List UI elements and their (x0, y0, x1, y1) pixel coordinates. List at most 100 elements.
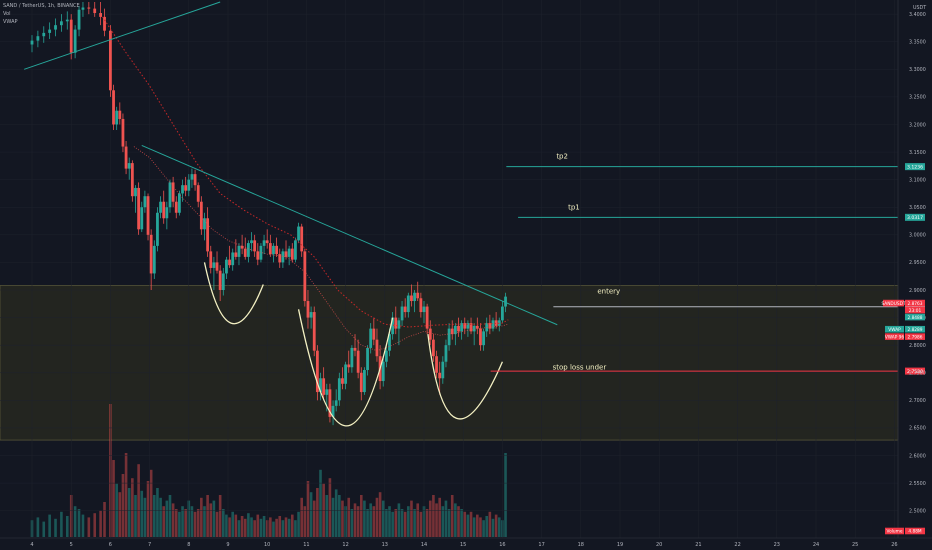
head-and-shoulders-pattern (203, 262, 503, 427)
candle-body (115, 110, 119, 125)
candle-body (384, 350, 388, 362)
volume-bar (450, 495, 454, 537)
vwap-val-tag-bg (905, 333, 925, 340)
price-tick-label: 3.3500 (909, 40, 926, 46)
candle (165, 201, 169, 230)
time-tick-label: 13 (382, 542, 388, 548)
volume-bar (494, 514, 498, 537)
candle (237, 243, 241, 266)
candle-body (196, 185, 200, 202)
candle-body (250, 240, 253, 244)
candle-body (174, 201, 178, 213)
candle-body (422, 306, 426, 313)
time-tick-label: 19 (617, 542, 623, 548)
candle (447, 323, 451, 351)
candle (422, 301, 426, 324)
tp2-price-tag: 3.1236 (905, 163, 925, 170)
candle-body (240, 245, 244, 249)
candle-body (259, 245, 263, 260)
candle (221, 267, 225, 296)
candle-body (381, 361, 385, 382)
candle (494, 312, 498, 329)
vwap-indicator-label[interactable]: VWAP (3, 19, 18, 25)
candle (322, 367, 326, 401)
candle (99, 2, 102, 26)
price-tick-label: 3.0500 (909, 205, 926, 211)
candle (240, 234, 244, 255)
volume-indicator-label[interactable]: Vol (3, 11, 11, 17)
price-tick-label: 2.7500 (909, 371, 926, 377)
volume-bar (300, 497, 303, 537)
candle-body (322, 378, 326, 395)
volume-bar (134, 495, 137, 537)
candle (350, 345, 354, 373)
time-tick-label: 23 (774, 542, 780, 548)
price-tick-label: 2.9500 (909, 260, 926, 266)
symbol-title[interactable]: SAND / TetherUS, 1h, BINANCE (3, 3, 80, 9)
candle (259, 243, 263, 263)
last-price-tag-bg (905, 299, 925, 307)
candle (256, 243, 260, 266)
price-axis[interactable]: 3.4000 3.3500 3.3000 3.2500 3.2000 3.1500 3.10… (897, 0, 926, 538)
candle-body (243, 248, 247, 257)
volume-bar (463, 511, 467, 537)
candle (168, 179, 172, 213)
candle-body (491, 320, 495, 329)
price-tick-label: 3.2500 (909, 95, 926, 101)
time-axis[interactable]: 4 5 6 7 8 9 10 11 12 13 14 15 16 17 18 19 20 21 22 23 24 25 26 (0, 537, 932, 548)
candle-body (450, 328, 454, 335)
candle-body (60, 21, 63, 26)
candle-body (87, 7, 91, 9)
tp-secondary-tag-text: 2.8488 (907, 315, 922, 321)
vwap2-label-tag-text: VWAP 96 (885, 334, 905, 340)
candle (315, 345, 319, 401)
candle-body (328, 389, 332, 417)
vwap-label-tag: VWAP (885, 325, 904, 333)
candles (30, 2, 507, 426)
candle (397, 317, 401, 346)
volume-bar (137, 464, 140, 537)
volume-bar (294, 520, 297, 537)
candle-body (488, 323, 492, 329)
tp1-level: tp1 3.0317 (518, 203, 925, 221)
candle-body (356, 350, 360, 373)
volume-bar (146, 481, 150, 537)
vwap-label-tag-bg (885, 325, 904, 333)
volume-bar (247, 513, 250, 537)
candle-body (460, 323, 464, 332)
time-tick-label: 11 (303, 542, 309, 548)
volume-bar (159, 497, 162, 537)
volume-bar (491, 518, 495, 537)
candle (432, 334, 435, 362)
candle (419, 292, 423, 318)
volume-bar (341, 500, 344, 537)
candle (319, 372, 322, 401)
candle (87, 2, 91, 15)
candle (394, 306, 398, 335)
volume-bar (259, 518, 263, 537)
volume-bar (290, 514, 294, 537)
price-tick-label: 3.0000 (909, 233, 926, 239)
candle-body (134, 187, 137, 197)
candle (93, 2, 97, 17)
candle-body (494, 320, 498, 326)
candle (149, 229, 153, 290)
candle (199, 196, 203, 235)
volume-bar (60, 511, 63, 537)
upper-trendline (23, 1, 221, 70)
candle (444, 339, 448, 368)
entry-price-tag-bg (905, 303, 925, 311)
candle (366, 345, 369, 376)
candle (297, 222, 300, 244)
tp1-label: tp1 (568, 203, 580, 211)
candle (381, 356, 385, 387)
candle (171, 176, 175, 208)
volume-bar (184, 509, 187, 537)
vwap-val-tag-text: 2.7986 (907, 334, 922, 340)
price-tick-label: 2.5500 (909, 481, 926, 487)
candle (438, 361, 442, 395)
volume-bar (338, 495, 341, 537)
candle-body (206, 218, 210, 252)
